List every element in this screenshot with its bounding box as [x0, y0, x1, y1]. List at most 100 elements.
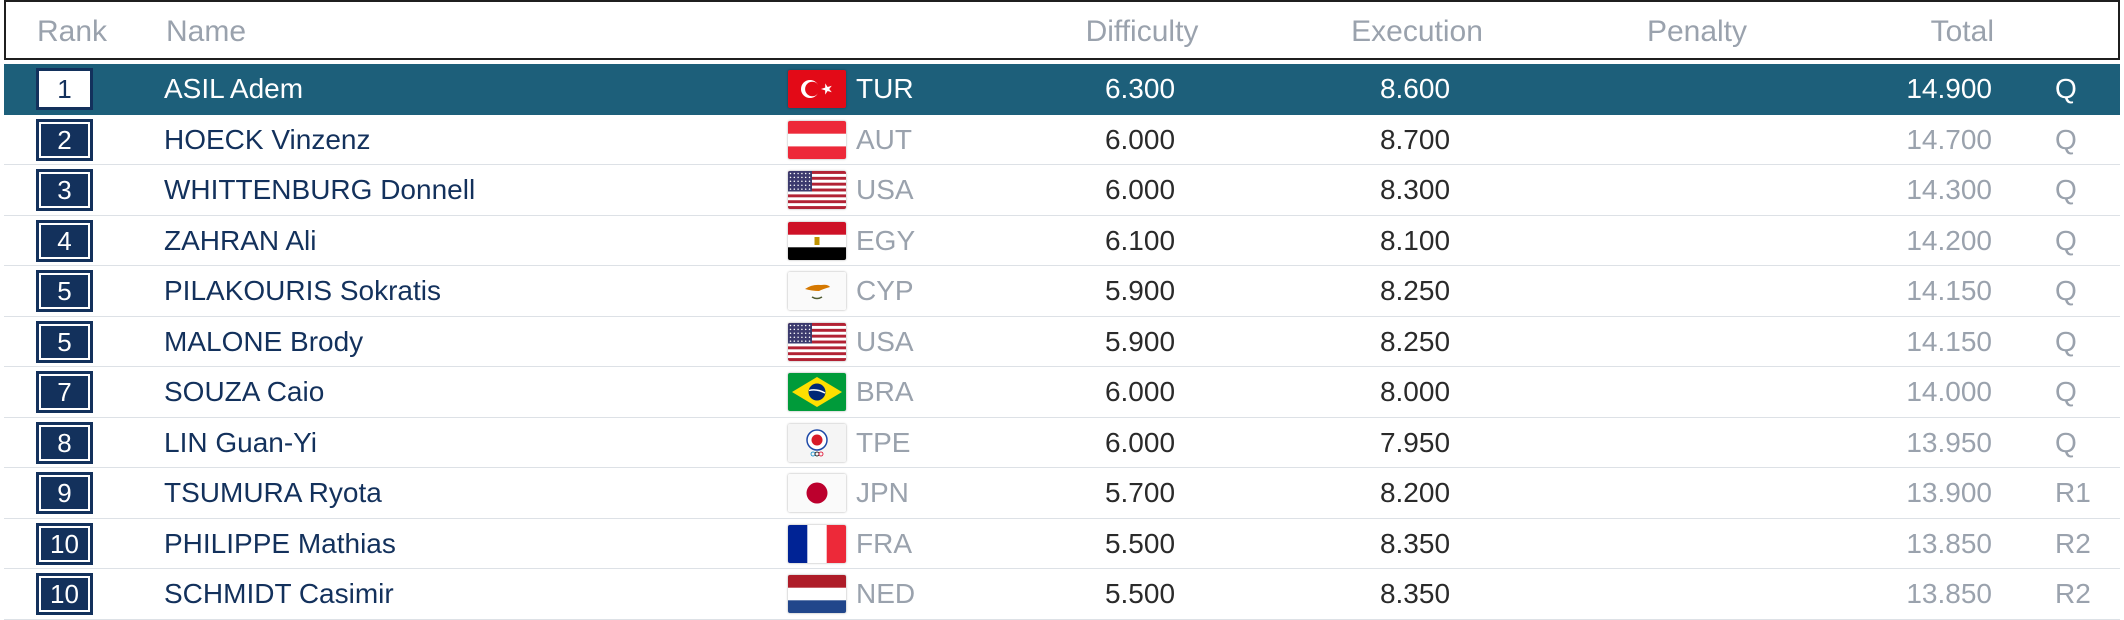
chinese-taipei-flag-icon [788, 423, 846, 462]
header-rank[interactable]: Rank [37, 15, 108, 48]
country-code: FRA [856, 527, 912, 559]
athlete-name[interactable]: HOECK Vinzenz [164, 123, 371, 155]
brazil-flag-icon [788, 373, 846, 411]
total-score: 13.850 [1906, 527, 1992, 559]
execution-score: 8.350 [1379, 527, 1451, 559]
table-row[interactable]: 10 PHILIPPE Mathias FRA 5.500 8.350 13.850 R2 [4, 518, 2120, 569]
difficulty-score: 6.000 [1104, 123, 1176, 155]
total-score: 14.300 [1906, 174, 1992, 205]
athlete-name[interactable]: WHITTENBURG Donnell [164, 174, 476, 205]
table-row[interactable]: 3 WHITTENBURG Donnell USA 6.000 8.300 14.300 Q [4, 165, 2120, 216]
rank-badge: 4 [36, 219, 93, 262]
table-row[interactable]: 10 SCHMIDT Casimir NED 5.500 8.350 13.850 R2 [4, 569, 2120, 620]
header-difficulty[interactable]: Difficulty [1085, 15, 1199, 48]
table-row[interactable]: 5 PILAKOURIS Sokratis CYP 5.900 8.250 14.150 Q [4, 266, 2120, 317]
execution-score: 8.100 [1379, 224, 1451, 256]
athlete-name[interactable]: ASIL Adem [164, 73, 304, 104]
difficulty-score: 5.900 [1104, 275, 1176, 306]
country-code: TPE [856, 426, 911, 458]
athlete-name[interactable]: LIN Guan-Yi [164, 426, 318, 458]
penalty-score [1595, 216, 1795, 266]
country-code: USA [856, 325, 914, 357]
execution-score: 8.300 [1379, 174, 1451, 205]
qualification-status: R2 [2055, 578, 2091, 609]
table-row[interactable]: 8 LIN Guan-Yi TPE 6.000 7.950 13.950 Q [4, 417, 2120, 468]
rank-badge: 5 [36, 320, 93, 363]
penalty-score [1595, 519, 1795, 569]
usa-flag-icon [788, 171, 846, 209]
penalty-score [1595, 569, 1795, 619]
total-score: 13.950 [1906, 426, 1992, 458]
table-row[interactable]: 9 TSUMURA Ryota JPN 5.700 8.200 13.900 R1 [4, 468, 2120, 519]
execution-score: 8.250 [1379, 275, 1451, 306]
table-row[interactable]: 5 MALONE Brody USA 5.900 8.250 14.150 Q [4, 316, 2120, 367]
table-row[interactable]: 7 SOUZA Caio BRA 6.000 8.000 14.000 Q [4, 367, 2120, 418]
execution-score: 7.950 [1379, 426, 1451, 458]
rank-badge: 10 [36, 573, 93, 615]
total-score: 14.200 [1906, 224, 1992, 256]
header-name[interactable]: Name [166, 15, 247, 48]
penalty-score [1595, 115, 1795, 165]
country-code: EGY [856, 224, 916, 256]
japan-flag-icon [788, 474, 846, 512]
table-row[interactable]: 1 ASIL Adem TUR 6.300 8.600 14.900 Q [4, 64, 2120, 115]
table-row[interactable]: 4 ZAHRAN Ali EGY 6.100 8.100 14.200 Q [4, 215, 2120, 266]
total-score: 14.150 [1906, 325, 1992, 357]
execution-score: 8.000 [1379, 376, 1451, 407]
difficulty-score: 5.700 [1104, 477, 1176, 508]
total-score: 14.000 [1906, 376, 1992, 407]
total-score: 14.900 [1906, 73, 1992, 104]
athlete-name[interactable]: PILAKOURIS Sokratis [164, 275, 441, 306]
results-table-body: 1 ASIL Adem TUR 6.300 8.600 14.900 Q 2 HOECK Vin… [4, 64, 2120, 620]
header-penalty[interactable]: Penalty [1646, 15, 1748, 48]
penalty-score [1595, 367, 1795, 417]
penalty-score [1595, 266, 1795, 316]
execution-score: 8.350 [1379, 578, 1451, 609]
netherlands-flag-icon [788, 575, 846, 613]
header-execution[interactable]: Execution [1351, 15, 1483, 48]
execution-score: 8.700 [1379, 123, 1451, 155]
country-code: TUR [856, 73, 914, 104]
athlete-name[interactable]: SOUZA Caio [164, 376, 325, 407]
country-code: CYP [856, 275, 914, 306]
difficulty-score: 5.500 [1104, 527, 1176, 559]
athlete-name[interactable]: SCHMIDT Casimir [164, 578, 394, 609]
qualification-status: R1 [2055, 477, 2091, 508]
rank-badge: 8 [36, 421, 93, 464]
penalty-score [1595, 317, 1795, 367]
execution-score: 8.200 [1379, 477, 1451, 508]
penalty-score [1595, 64, 1795, 114]
qualification-status: Q [2055, 426, 2077, 458]
header-total[interactable]: Total [1930, 15, 1994, 48]
total-score: 14.700 [1906, 123, 1992, 155]
country-code: AUT [856, 123, 912, 155]
country-code: USA [856, 174, 914, 205]
difficulty-score: 5.500 [1104, 578, 1176, 609]
country-code: JPN [856, 477, 909, 508]
austria-flag-icon [788, 120, 846, 159]
qualification-status: Q [2055, 376, 2077, 407]
rank-badge: 1 [36, 68, 93, 110]
qualification-status: Q [2055, 224, 2077, 256]
qualification-status: Q [2055, 275, 2077, 306]
difficulty-score: 6.000 [1104, 426, 1176, 458]
rank-badge: 3 [36, 169, 93, 211]
rank-badge: 7 [36, 371, 93, 413]
table-row[interactable]: 2 HOECK Vinzenz AUT 6.000 8.700 14.700 Q [4, 114, 2120, 165]
athlete-name[interactable]: TSUMURA Ryota [164, 477, 382, 508]
athlete-name[interactable]: MALONE Brody [164, 325, 364, 357]
qualification-status: Q [2055, 325, 2077, 357]
difficulty-score: 6.300 [1104, 73, 1176, 104]
difficulty-score: 6.000 [1104, 376, 1176, 407]
rank-badge: 2 [36, 118, 93, 161]
table-header: Rank Name Difficulty Execution Penalty T… [4, 0, 2120, 60]
penalty-score [1595, 468, 1795, 518]
total-score: 14.150 [1906, 275, 1992, 306]
execution-score: 8.250 [1379, 325, 1451, 357]
execution-score: 8.600 [1379, 73, 1451, 104]
rank-badge: 10 [36, 522, 93, 565]
egypt-flag-icon [788, 221, 846, 260]
athlete-name[interactable]: ZAHRAN Ali [164, 224, 317, 256]
athlete-name[interactable]: PHILIPPE Mathias [164, 527, 396, 559]
